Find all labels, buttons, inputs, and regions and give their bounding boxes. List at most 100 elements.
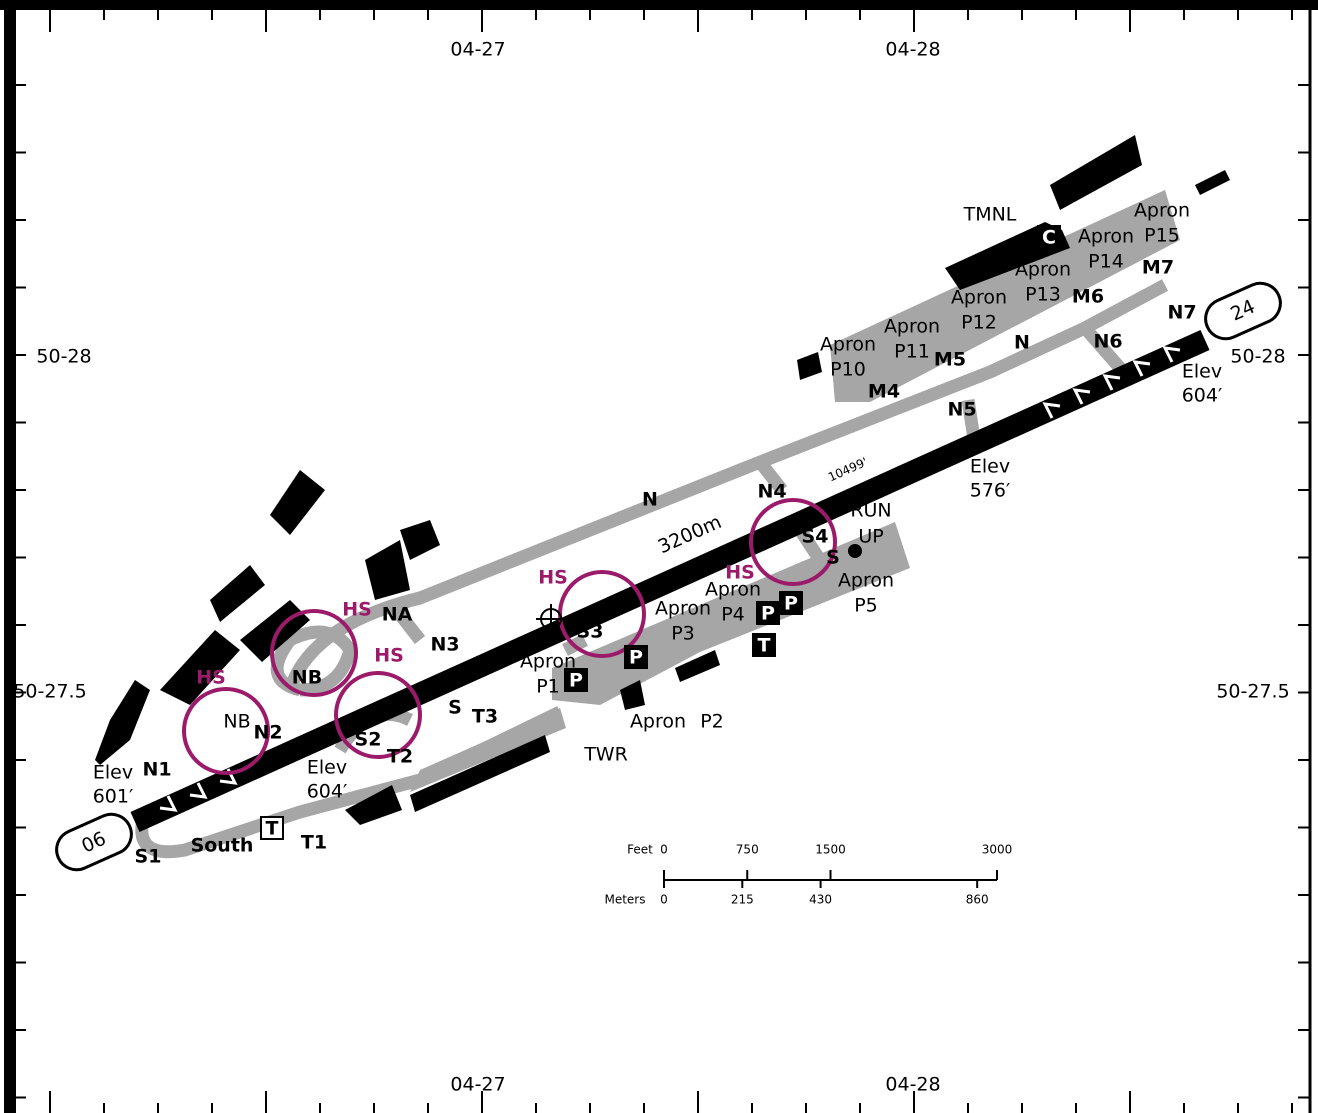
apron-id: P11 [894, 341, 930, 363]
taxiway-label: N7 [1167, 302, 1196, 324]
labels: 0 750 1500 3000 0 215 430 860 Feet Meters 04-27 04-… [13, 39, 1289, 1096]
symbol-label: C [1042, 227, 1056, 249]
taxiway-label: N [642, 489, 658, 511]
apron-id: P5 [854, 595, 878, 617]
elev-label: Elev [1182, 361, 1222, 383]
scale-label: 750 [736, 843, 759, 857]
scale-label: 215 [731, 893, 754, 907]
scale-label: 430 [809, 893, 832, 907]
building [797, 352, 822, 380]
building [1050, 135, 1142, 210]
scale-label: 0 [660, 843, 668, 857]
apron-id: P1 [536, 676, 560, 698]
grid-label: 04-28 [885, 39, 940, 61]
taxiway-label: T2 [387, 746, 413, 768]
symbol-label: T [758, 635, 771, 657]
apron-label: Apron [838, 570, 894, 592]
scale-unit: Meters [604, 893, 645, 907]
symbol-label: T [266, 818, 279, 840]
taxiway-label: S [826, 547, 840, 569]
frame-left [4, 0, 16, 1113]
scale-label: 860 [966, 893, 989, 907]
apron-id: P2 [700, 711, 724, 733]
apron-id: P14 [1088, 251, 1124, 273]
taxiway-label: S3 [577, 621, 604, 643]
elev-value: 576′ [970, 480, 1011, 502]
taxiway-label: M5 [934, 349, 966, 371]
apron-label: Apron [884, 316, 940, 338]
apron-id: P3 [671, 623, 695, 645]
scale-bar [664, 870, 997, 888]
taxiway-label: South [191, 835, 254, 857]
taxiway-label: S2 [355, 729, 382, 751]
grid-label: 04-28 [885, 1074, 940, 1096]
frame-top [0, 0, 1318, 10]
scale-label: 3000 [982, 843, 1013, 857]
elev-value: 601′ [93, 786, 134, 808]
taxiway-label: S [448, 697, 462, 719]
taxiway-label: S4 [802, 526, 829, 548]
apron-id: P10 [830, 359, 866, 381]
apron-label: Apron [1078, 226, 1134, 248]
taxiway-label: T1 [301, 832, 327, 854]
grid-label: 50-27.5 [13, 681, 86, 703]
scale-label: 1500 [815, 843, 846, 857]
taxiways [142, 285, 1165, 852]
taxiway-label: M7 [1142, 257, 1174, 279]
taxiway-label: T3 [472, 706, 498, 728]
elev-label: Elev [307, 757, 347, 779]
building [365, 540, 410, 600]
apron-label: Apron [705, 579, 761, 601]
grid-label: 04-27 [450, 1074, 505, 1096]
run-up-label: UP [858, 526, 883, 548]
taxiway-label: M6 [1072, 286, 1104, 308]
grid-label: 50-27.5 [1216, 681, 1289, 703]
taxiway-label: N1 [142, 759, 171, 781]
apron-label: Apron [1015, 259, 1071, 281]
building [95, 680, 150, 765]
building [1195, 170, 1230, 195]
elev-value: 604′ [307, 781, 348, 803]
grid-label: 50-28 [36, 346, 91, 368]
apron-id: P13 [1025, 284, 1061, 306]
building [400, 520, 440, 560]
hot-spot-label: HS [342, 599, 372, 621]
tower-label: TWR [583, 744, 628, 766]
taxiway-label: S1 [135, 846, 162, 868]
elev-label: Elev [970, 456, 1010, 478]
building [270, 470, 325, 535]
taxiway-label: NB [292, 667, 322, 689]
hot-spot-label: HS [538, 567, 568, 589]
apron-id: P15 [1144, 225, 1180, 247]
apron-id: P12 [961, 312, 997, 334]
taxiway-label: NA [382, 604, 413, 626]
runway-length-ft: 10499' [826, 455, 870, 485]
taxiway-label: N3 [430, 634, 459, 656]
apron-label: Apron [1134, 200, 1190, 222]
taxiway-label: NB [223, 711, 250, 733]
terminal-label: TMNL [963, 204, 1017, 226]
symbol-label: P [629, 647, 643, 669]
building [210, 565, 265, 622]
airport-diagram: 0 750 1500 3000 0 215 430 860 Feet Meters 04-27 04-… [0, 0, 1318, 1113]
apron-id: P4 [721, 604, 745, 626]
grid-label: 50-28 [1230, 346, 1285, 368]
symbol-label: P [569, 670, 583, 692]
scale-label: 0 [660, 893, 668, 907]
runway [135, 340, 1205, 822]
symbol-label: P [761, 603, 775, 625]
taxiway-label: N5 [947, 399, 976, 421]
taxiway-label: N [1014, 332, 1030, 354]
taxiway-label: N4 [757, 481, 786, 503]
apron-label: Apron [630, 711, 686, 733]
taxiway-label: N2 [253, 722, 282, 744]
elev-label: Elev [93, 762, 133, 784]
scale-unit: Feet [627, 843, 653, 857]
taxiway-label: M4 [868, 381, 900, 403]
hot-spot-label: HS [374, 645, 404, 667]
apron-label: Apron [820, 334, 876, 356]
apron-label: Apron [951, 287, 1007, 309]
grid-label: 04-27 [450, 39, 505, 61]
hot-spot-label: HS [196, 667, 226, 689]
apron-label: Apron [655, 598, 711, 620]
